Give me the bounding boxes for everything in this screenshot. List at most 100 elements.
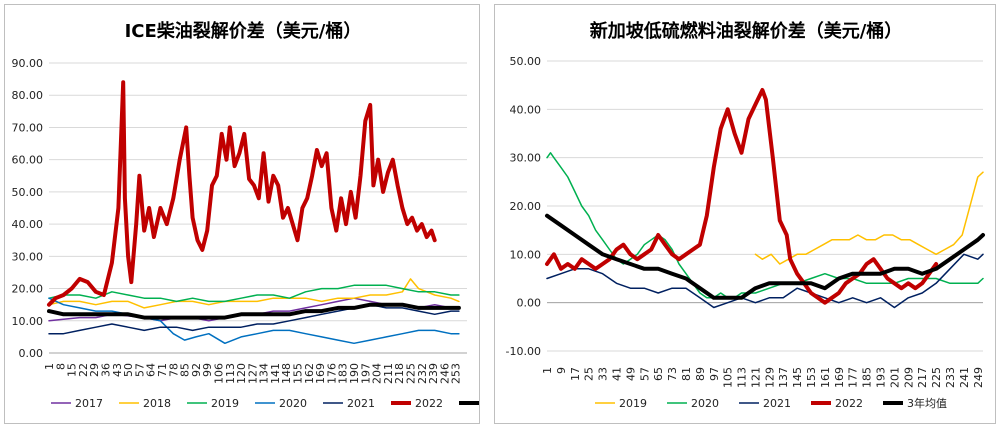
legend-label: 2019: [619, 397, 647, 410]
chart-title: ICE柴油裂解价差（美元/桶）: [125, 20, 362, 42]
x-tick-label: 190: [348, 363, 361, 384]
x-tick-label: 246: [438, 363, 451, 384]
x-tick-label: 193: [875, 367, 888, 388]
x-tick-label: 249: [972, 367, 985, 388]
x-tick-label: 41: [610, 367, 623, 381]
x-tick-label: 145: [791, 367, 804, 388]
x-tick-label: 177: [847, 367, 860, 388]
series-line: [47, 302, 461, 320]
x-tick-label: 57: [638, 367, 651, 381]
chart-panel-ice-diesel: ICE柴油裂解价差（美元/桶） 0.00 10.00 20.00 30.00 40.00 5…: [4, 4, 480, 424]
series-line: [545, 213, 985, 300]
y-tick-label: 50.00: [12, 186, 44, 199]
x-tick-label: 89: [694, 367, 707, 381]
x-tick-label: 176: [325, 363, 338, 384]
series-line: [754, 171, 984, 265]
y-tick-label: 50.00: [510, 55, 542, 68]
x-tick-label: 161: [819, 367, 832, 388]
series-line: [48, 278, 460, 309]
y-tick-label: -10.00: [506, 345, 541, 358]
y-tick-label: 70.00: [12, 121, 44, 134]
series-line: [546, 152, 984, 299]
legend-label: 2019: [211, 397, 239, 410]
series-line: [546, 253, 984, 309]
x-tick-label: 253: [450, 363, 463, 384]
x-tick-label: 71: [156, 363, 169, 377]
x-tick-label: 155: [292, 363, 305, 384]
y-tick-label: 40.00: [510, 103, 542, 116]
y-tick-label: 10.00: [12, 315, 44, 328]
x-tick-label: 120: [235, 363, 248, 384]
x-tick-label: 141: [269, 363, 282, 384]
x-tick-label: 105: [722, 367, 735, 388]
legend-label: 2022: [835, 397, 863, 410]
x-tick-label: 1: [43, 363, 56, 370]
chart-singapore-lsfo: 新加坡低硫燃料油裂解价差（美元/桶） -10.00 0.00 10.00 20.00 30…: [506, 20, 985, 410]
x-tick-label: 169: [833, 367, 846, 388]
x-tick-label: 134: [258, 363, 271, 384]
series-line: [47, 80, 437, 307]
y-tick-label: 10.00: [510, 248, 542, 261]
legend-label: 2021: [763, 397, 791, 410]
legend-label: 2021: [347, 397, 375, 410]
x-tick-label: 65: [652, 367, 665, 381]
x-tick-label: 106: [212, 363, 225, 384]
legend-label: 2018: [143, 397, 171, 410]
x-tick-label: 85: [179, 363, 192, 377]
x-tick-label: 50: [122, 363, 135, 377]
x-tick-label: 78: [167, 363, 180, 377]
y-tick-label: 0.00: [19, 347, 44, 360]
y-tick-label: 90.00: [12, 57, 44, 70]
x-tick-label: 17: [569, 367, 582, 381]
y-tick-label: 20.00: [12, 283, 44, 296]
x-tick-label: 9: [555, 367, 568, 374]
x-tick-label: 113: [224, 363, 237, 384]
legend-label: 2017: [75, 397, 103, 410]
legend-label: 2020: [691, 397, 719, 410]
x-tick-label: 81: [680, 367, 693, 381]
x-tick-label: 217: [916, 367, 929, 388]
x-tick-label: 64: [145, 363, 158, 377]
x-tick-label: 204: [371, 363, 384, 384]
x-tick-label: 36: [99, 363, 112, 377]
x-tick-label: 99: [201, 363, 214, 377]
x-tick-label: 211: [382, 363, 395, 384]
x-tick-label: 201: [888, 367, 901, 388]
legend-label: 2022: [415, 397, 443, 410]
y-tick-label: 40.00: [12, 218, 44, 231]
x-tick-label: 169: [314, 363, 327, 384]
chart-panel-singapore-lsfo: 新加坡低硫燃料油裂解价差（美元/桶） -10.00 0.00 10.00 20.00 30…: [494, 4, 996, 424]
x-tick-label: 129: [763, 367, 776, 388]
x-tick-label: 113: [736, 367, 749, 388]
series-line: [48, 303, 460, 335]
x-tick-label: 137: [777, 367, 790, 388]
x-tick-label: 97: [708, 367, 721, 381]
y-tick-label: 30.00: [12, 250, 44, 263]
y-tick-label: 60.00: [12, 154, 44, 167]
x-tick-label: 185: [861, 367, 874, 388]
x-tick-label: 218: [393, 363, 406, 384]
legend-label: 2020: [279, 397, 307, 410]
chart-ice-diesel: ICE柴油裂解价差（美元/桶） 0.00 10.00 20.00 30.00 40.00 5…: [12, 20, 479, 410]
x-tick-label: 29: [88, 363, 101, 377]
x-tick-label: 33: [597, 367, 610, 381]
y-tick-label: 80.00: [12, 89, 44, 102]
y-tick-label: 30.00: [510, 152, 542, 165]
chart-title: 新加坡低硫燃料油裂解价差（美元/桶）: [590, 20, 903, 42]
x-tick-label: 57: [133, 363, 146, 377]
x-tick-label: 225: [930, 367, 943, 388]
x-tick-label: 22: [77, 363, 90, 377]
x-tick-label: 121: [749, 367, 762, 388]
x-tick-label: 148: [280, 363, 293, 384]
x-tick-label: 1: [541, 367, 554, 374]
x-tick-label: 233: [944, 367, 957, 388]
x-tick-label: 25: [583, 367, 596, 381]
series-line: [545, 88, 939, 305]
y-tick-label: 0.00: [517, 297, 542, 310]
x-tick-label: 239: [427, 363, 440, 384]
x-tick-label: 49: [624, 367, 637, 381]
x-tick-label: 8: [54, 363, 67, 370]
x-tick-label: 209: [902, 367, 915, 388]
x-tick-label: 73: [666, 367, 679, 381]
y-tick-label: 20.00: [510, 200, 542, 213]
